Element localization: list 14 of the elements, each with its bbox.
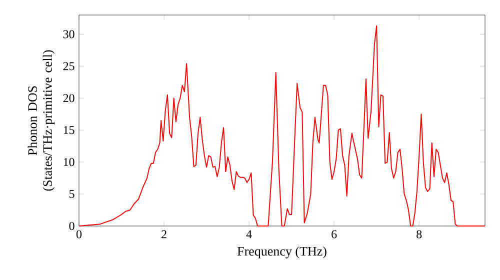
y-tick-label: 25 xyxy=(63,62,74,70)
x-tick-label: 2 xyxy=(162,230,166,238)
y-tick-label: 20 xyxy=(63,94,74,102)
y-tick-label: 5 xyxy=(70,190,74,198)
x-tick-label: 4 xyxy=(246,230,252,238)
y-tick-label: 30 xyxy=(63,30,74,38)
x-tick-label: 8 xyxy=(416,230,422,238)
y-tick-label: 10 xyxy=(64,158,74,166)
y-tick-label: 15 xyxy=(64,126,74,134)
x-tick-label: 6 xyxy=(332,230,337,238)
y-tick-label: 0 xyxy=(69,222,74,230)
y-axis-title: Phonon DOS (States/THz·primitive cell) xyxy=(28,50,55,191)
x-tick-label: 0 xyxy=(76,230,82,238)
x-axis-title: Frequency (THz) xyxy=(237,246,326,258)
